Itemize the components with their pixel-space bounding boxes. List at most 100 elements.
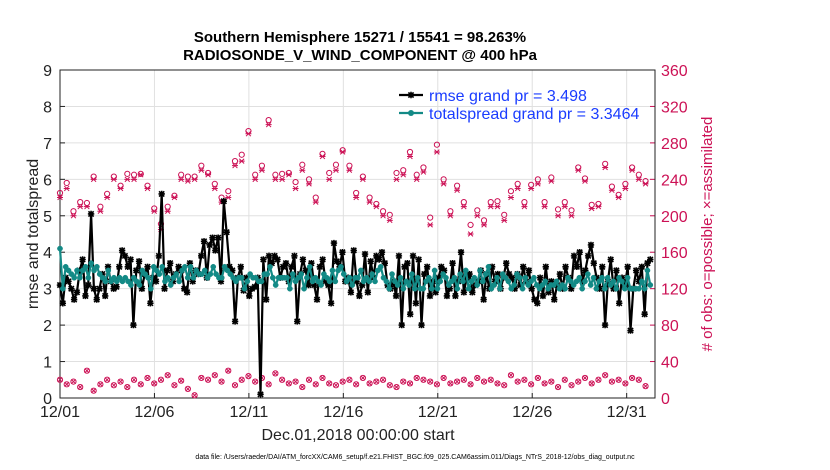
obs-possible-point <box>218 194 225 201</box>
totalspread-point <box>479 278 486 285</box>
obs-low-possible-point <box>386 382 393 389</box>
obs-assimilated-point <box>332 167 339 173</box>
totalspread-point <box>451 274 458 281</box>
rmse-point <box>152 278 160 285</box>
obs-low-assimilated-point <box>272 370 278 376</box>
obs-low-possible-point <box>117 378 124 385</box>
totalspread-point <box>420 285 427 292</box>
obs-possible-point <box>393 169 400 177</box>
obs-assimilated-point <box>440 181 447 187</box>
obs-assimilated-point <box>205 172 212 178</box>
obs-possible-point <box>238 151 245 158</box>
rmse-point <box>593 274 600 281</box>
obs-low-possible-point <box>299 383 306 391</box>
obs-low-assimilated-point <box>218 379 225 385</box>
obs-low-possible-point <box>534 374 541 382</box>
obs-low-possible-point <box>211 372 218 379</box>
rmse-point <box>279 263 287 270</box>
rmse-point <box>440 267 448 274</box>
x-tick-label: 12/21 <box>418 404 458 421</box>
obs-possible-point <box>305 176 313 183</box>
obs-possible-point <box>602 160 609 167</box>
rmse-point <box>548 278 555 285</box>
obs-assimilated-point <box>211 185 218 192</box>
y-right-tick-label: 320 <box>661 99 688 116</box>
obs-possible-point <box>292 178 299 186</box>
totalspread-point <box>147 285 154 292</box>
obs-possible-point <box>339 147 346 154</box>
rmse-point <box>147 300 154 307</box>
obs-possible-point <box>70 208 77 215</box>
obs-low-assimilated-point <box>548 379 554 385</box>
obs-low-possible-point <box>90 387 97 394</box>
rmse-point <box>85 281 92 289</box>
obs-low-assimilated-point <box>414 375 420 381</box>
obs-low-possible-point <box>171 382 178 389</box>
totalspread-point <box>497 285 503 292</box>
x-tick-label: 12/06 <box>134 404 174 421</box>
obs-possible-point <box>204 169 212 177</box>
obs-low-possible-point <box>218 378 225 385</box>
obs-low-assimilated-point <box>111 382 117 388</box>
rmse-point <box>519 263 527 270</box>
obs-possible-point <box>198 162 205 169</box>
obs-assimilated-point <box>373 203 380 210</box>
rmse-point <box>361 250 369 258</box>
obs-low-assimilated-point <box>636 377 642 383</box>
rmse-point <box>319 256 326 263</box>
obs-assimilated-point <box>380 213 387 219</box>
obs-assimilated-point <box>514 185 521 192</box>
obs-low-possible-point <box>588 380 595 387</box>
obs-low-possible-point <box>97 381 104 388</box>
rmse-point <box>257 391 264 398</box>
rmse-point <box>121 252 129 260</box>
obs-low-possible-point <box>379 376 387 383</box>
totalspread-point <box>346 274 353 281</box>
obs-low-assimilated-point <box>252 379 258 385</box>
obs-possible-point <box>346 162 353 169</box>
totalspread-point <box>389 271 395 277</box>
obs-assimilated-point <box>642 181 649 187</box>
obs-possible-point <box>137 170 144 177</box>
obs-assimilated-point <box>191 176 198 183</box>
obs-low-assimilated-point <box>488 377 494 383</box>
totalspread-point <box>394 282 401 288</box>
obs-low-assimilated-point <box>521 377 527 383</box>
obs-possible-point <box>97 203 104 210</box>
rmse-point <box>587 241 595 249</box>
totalspread-point <box>409 271 415 277</box>
plot-area: 0 1 2 3 4 5 6 7 8 9 0 40 80 120 160 200 240 280 320 360 12/0… <box>40 63 688 421</box>
totalspread-point <box>482 271 489 277</box>
obs-low-possible-point <box>433 381 441 388</box>
totalspread-point <box>386 285 393 292</box>
totalspread-point <box>164 274 171 281</box>
obs-possible-point <box>507 188 515 195</box>
rmse-point <box>567 285 575 292</box>
obs-possible-point <box>447 208 454 215</box>
rmse-point <box>294 318 301 325</box>
totalspread-point <box>369 271 376 277</box>
rmse-point <box>469 289 476 296</box>
obs-possible-point <box>178 171 185 178</box>
obs-possible-point <box>548 174 555 181</box>
rmse-point <box>457 249 465 256</box>
obs-assimilated-point <box>568 213 575 219</box>
y-tick-label: 0 <box>43 391 52 408</box>
obs-low-assimilated-point <box>192 392 198 398</box>
rmse-point <box>262 296 270 303</box>
y-right-tick-label: 160 <box>661 245 688 262</box>
obs-possible-point <box>83 199 91 207</box>
obs-low-possible-point <box>608 378 616 385</box>
obs-low-assimilated-point <box>602 372 608 378</box>
rmse-point <box>573 263 581 270</box>
obs-low-possible-point <box>615 376 622 383</box>
rmse-point <box>87 210 95 218</box>
obs-low-assimilated-point <box>346 377 352 383</box>
rmse-point <box>166 259 174 267</box>
totalspread-point <box>613 285 620 292</box>
rmse-point <box>505 270 513 278</box>
totalspread-point <box>641 285 648 292</box>
rmse-point <box>570 252 578 260</box>
totalspread-point <box>128 282 134 288</box>
